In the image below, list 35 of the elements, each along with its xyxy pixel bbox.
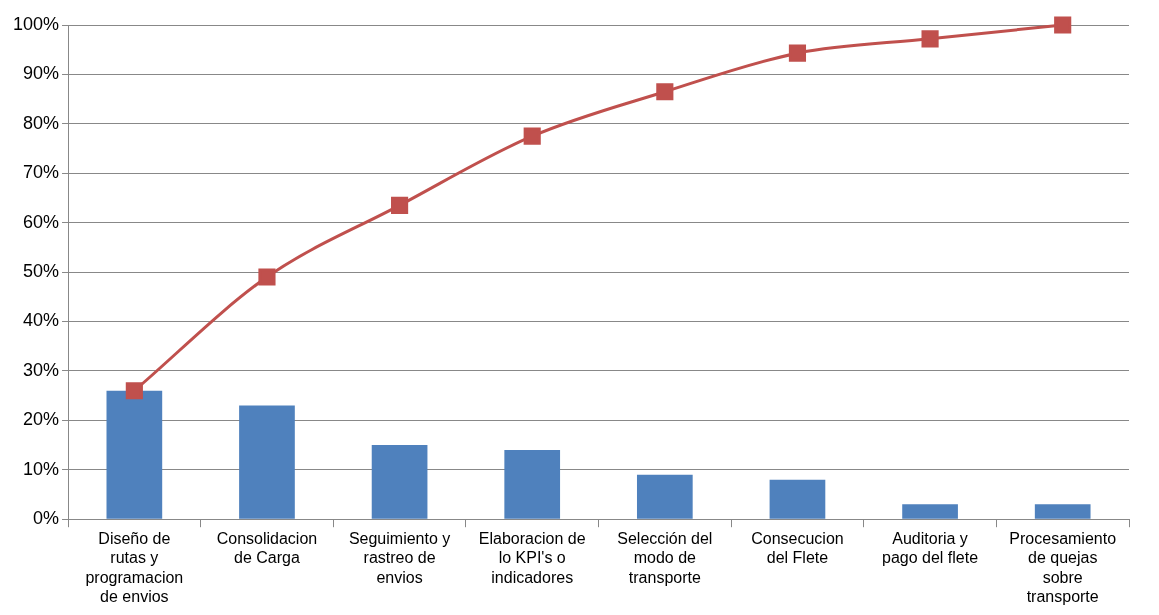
y-tick-label: 20% <box>23 409 60 430</box>
point <box>391 196 409 214</box>
bar <box>1034 504 1091 519</box>
x-tick-label: Seguimiento y rastreo de envios <box>348 530 451 586</box>
point <box>125 382 143 400</box>
x-tick-label: Selección del modo de transporte <box>617 530 713 586</box>
y-tick-label: 0% <box>33 508 60 529</box>
y-tick-label: 50% <box>23 261 60 282</box>
x-tick-label: Auditoria y pago del flete <box>882 530 979 567</box>
x-tick-label: Diseño de rutas y programacion de envios <box>85 530 184 605</box>
bar <box>902 504 958 519</box>
bar <box>106 390 163 519</box>
point <box>921 30 939 48</box>
y-tick-label: 70% <box>23 162 60 183</box>
y-tick-label: 40% <box>23 310 60 331</box>
point <box>788 44 807 62</box>
y-tick-label: 80% <box>23 112 60 133</box>
x-tick-label: Elaboracion de lo KPI's o indicadores <box>478 530 586 586</box>
bar <box>371 445 428 519</box>
bar <box>636 474 693 519</box>
point <box>656 83 674 101</box>
point <box>523 127 541 145</box>
x-tick-label: Consecucion del Flete <box>751 530 844 567</box>
x-tick-label: Consolidacion de Carga <box>216 530 318 567</box>
y-tick-label: 30% <box>23 359 60 380</box>
x-tick-label: Procesamiento de quejas sobre transporte <box>1009 530 1117 605</box>
bar <box>769 479 826 519</box>
bar <box>239 405 295 519</box>
y-tick-label: 100% <box>12 13 60 34</box>
y-tick-label: 60% <box>23 211 60 232</box>
point <box>1054 16 1072 34</box>
point <box>258 268 276 286</box>
y-tick-label: 90% <box>23 63 60 84</box>
bar <box>504 450 561 519</box>
y-tick-label: 10% <box>23 458 60 479</box>
